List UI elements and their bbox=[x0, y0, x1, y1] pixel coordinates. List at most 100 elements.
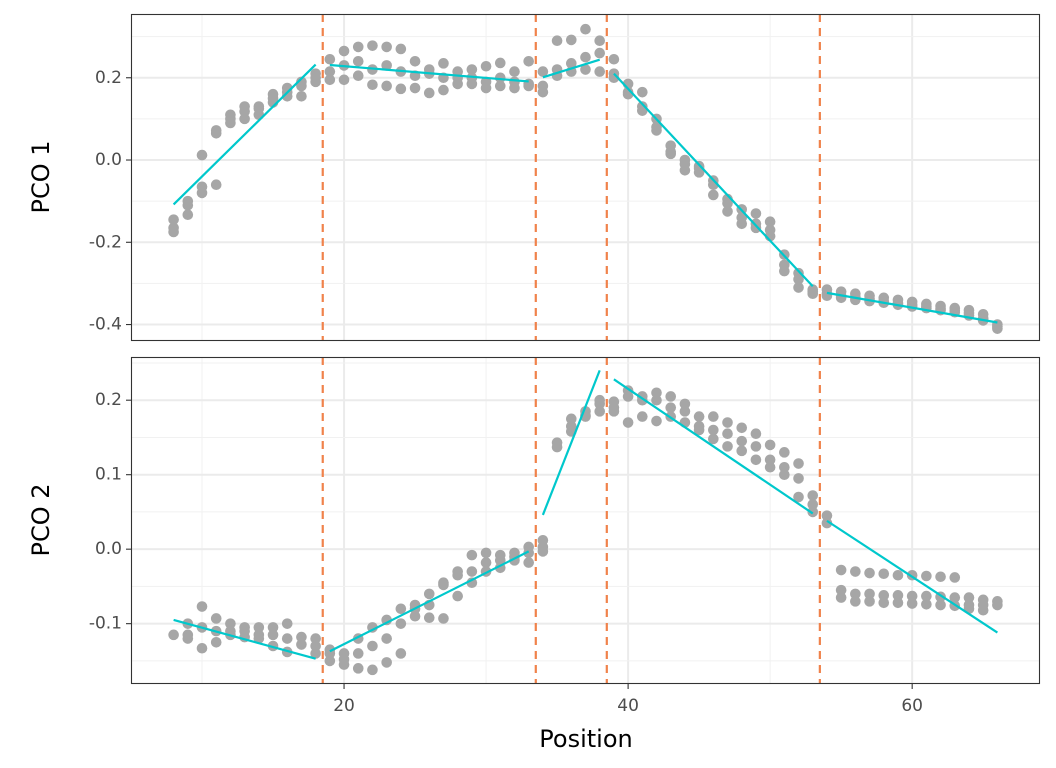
data-point bbox=[281, 618, 293, 629]
data-point bbox=[310, 76, 321, 88]
data-point bbox=[821, 510, 833, 521]
data-point bbox=[182, 199, 194, 211]
data-point bbox=[594, 47, 606, 59]
y-tick-label: -0.4 bbox=[89, 315, 122, 335]
data-point bbox=[338, 45, 350, 57]
data-point bbox=[665, 148, 677, 160]
data-point bbox=[793, 458, 804, 469]
data-point bbox=[423, 588, 435, 600]
data-point bbox=[253, 103, 265, 114]
data-point bbox=[821, 290, 833, 302]
data-point bbox=[921, 590, 932, 602]
data-point bbox=[196, 642, 208, 654]
data-point bbox=[352, 663, 364, 674]
data-point bbox=[764, 216, 776, 228]
data-point bbox=[708, 424, 719, 436]
fit-segment bbox=[542, 58, 601, 79]
data-point bbox=[310, 648, 321, 659]
data-point bbox=[750, 454, 762, 466]
data-point bbox=[466, 566, 478, 577]
data-point bbox=[807, 490, 819, 501]
data-point bbox=[523, 56, 534, 67]
data-point bbox=[679, 165, 691, 176]
data-point bbox=[651, 125, 662, 136]
data-point bbox=[793, 282, 804, 293]
data-point bbox=[594, 406, 606, 417]
data-point bbox=[267, 622, 279, 633]
data-point bbox=[281, 633, 293, 644]
data-point bbox=[779, 469, 790, 480]
data-point bbox=[906, 598, 918, 609]
data-point bbox=[693, 411, 705, 422]
fit-segment bbox=[613, 72, 814, 288]
data-point bbox=[438, 84, 449, 96]
data-point bbox=[821, 517, 833, 529]
data-point bbox=[793, 274, 804, 285]
data-point bbox=[310, 633, 321, 644]
data-point bbox=[665, 402, 677, 413]
fit-segment bbox=[826, 291, 998, 324]
data-point bbox=[267, 93, 279, 104]
data-point bbox=[608, 53, 620, 65]
data-point bbox=[722, 417, 733, 428]
fit-segment bbox=[826, 519, 998, 634]
data-point bbox=[466, 64, 478, 75]
data-point bbox=[452, 569, 463, 581]
data-point bbox=[864, 567, 875, 579]
data-point bbox=[395, 43, 407, 55]
data-point bbox=[381, 657, 392, 668]
data-point bbox=[835, 564, 847, 576]
data-point bbox=[509, 66, 520, 77]
data-point bbox=[494, 57, 506, 69]
data-point bbox=[622, 417, 634, 428]
data-point bbox=[594, 66, 606, 77]
data-point bbox=[580, 64, 591, 75]
data-point bbox=[637, 411, 648, 422]
data-point bbox=[381, 41, 392, 53]
data-point bbox=[168, 629, 179, 641]
data-point bbox=[736, 435, 748, 447]
data-point bbox=[992, 323, 1003, 334]
data-point bbox=[381, 633, 392, 644]
data-point bbox=[651, 415, 662, 427]
data-point bbox=[807, 499, 819, 510]
y-tick-label: -0.1 bbox=[89, 614, 122, 634]
data-point bbox=[452, 590, 463, 602]
y-axis-title: PCO 1 bbox=[27, 140, 55, 213]
data-point bbox=[793, 473, 804, 484]
data-point bbox=[864, 588, 875, 600]
data-point bbox=[395, 83, 407, 95]
data-point bbox=[196, 149, 208, 161]
data-point bbox=[594, 35, 606, 47]
data-point bbox=[466, 78, 478, 90]
data-point bbox=[168, 214, 179, 225]
data-point bbox=[381, 60, 392, 71]
data-point bbox=[438, 613, 449, 624]
data-point bbox=[679, 406, 691, 417]
data-point bbox=[722, 206, 733, 217]
data-point bbox=[239, 106, 250, 117]
data-point bbox=[438, 579, 449, 591]
data-point bbox=[708, 411, 719, 422]
data-point bbox=[367, 40, 378, 51]
data-point bbox=[210, 125, 222, 136]
y-axis-title: PCO 2 bbox=[27, 483, 55, 556]
data-point bbox=[622, 391, 634, 402]
data-point bbox=[296, 90, 307, 102]
data-point bbox=[779, 265, 790, 277]
data-point bbox=[736, 422, 748, 434]
data-point bbox=[480, 547, 492, 559]
data-point bbox=[509, 82, 520, 94]
y-tick-label: -0.2 bbox=[89, 232, 122, 252]
panel-pco2: 0.2 0.1 0.0 -0.1 PCO 2 bbox=[27, 356, 1041, 685]
data-point bbox=[537, 66, 549, 77]
data-point bbox=[352, 41, 364, 53]
y-tick-label: 0.2 bbox=[95, 68, 122, 88]
data-point bbox=[296, 631, 307, 643]
data-point bbox=[395, 618, 407, 629]
y-tick-label: 0.0 bbox=[95, 150, 122, 170]
data-point bbox=[338, 74, 350, 86]
data-point bbox=[324, 66, 336, 77]
data-point bbox=[992, 599, 1003, 611]
data-point bbox=[892, 590, 904, 601]
